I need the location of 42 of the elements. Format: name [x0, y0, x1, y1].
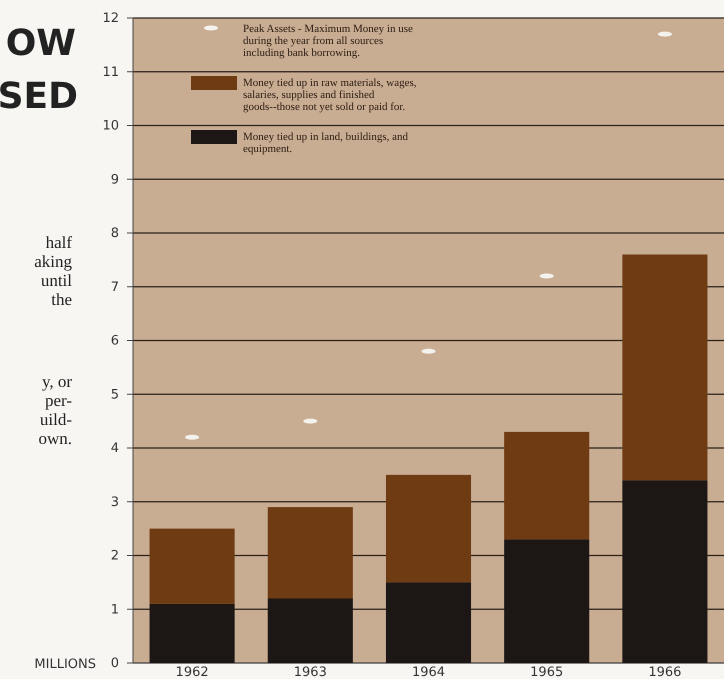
text: OW [6, 23, 76, 64]
text: own. [38, 429, 72, 448]
text: aking [34, 252, 72, 271]
x-tick-label: 1964 [412, 665, 446, 679]
text: y, or [42, 372, 72, 391]
text: uild- [40, 410, 72, 429]
text: half [46, 233, 72, 252]
bar [622, 480, 708, 663]
bar [386, 582, 472, 663]
legend-label: Money tied up in raw materials, wages, salaries, supplies and finished goods--those not yet sold or paid for. [243, 77, 417, 113]
y-tick-label: 7 [110, 280, 119, 295]
text: per- [44, 391, 72, 410]
text: the [51, 290, 72, 309]
legend-label: Money tied up in land, buildings, and equipment. [243, 131, 408, 155]
y-axis-title: MILLIONS [34, 657, 96, 672]
y-tick-label: 6 [110, 334, 119, 349]
bar [150, 604, 235, 663]
y-tick-label: 2 [110, 548, 119, 564]
y-tick-label: 0 [110, 656, 119, 672]
bar [150, 528, 235, 604]
x-tick-label: 1962 [176, 665, 209, 679]
y-tick-label: 9 [110, 172, 119, 188]
x-tick-label: 1963 [294, 665, 327, 679]
text: until [40, 271, 72, 290]
y-tick-label: 5 [110, 387, 119, 402]
x-tick-label: 1965 [530, 665, 564, 679]
bar [504, 539, 590, 663]
text: SED [0, 76, 78, 117]
y-tick-label: 4 [110, 441, 119, 456]
bar [386, 474, 472, 582]
bar [268, 598, 353, 663]
bar [622, 254, 708, 480]
y-tick-label: 3 [110, 494, 119, 510]
x-tick-label: 1966 [648, 665, 682, 679]
y-tick-label: 10 [102, 118, 119, 134]
bar [504, 432, 590, 540]
y-tick-label: 11 [102, 64, 119, 80]
y-tick-label: 12 [102, 11, 119, 26]
y-tick-label: 8 [110, 226, 119, 242]
y-tick-label: 1 [110, 602, 119, 618]
legend-label: Peak Assets - Maximum Money in use during the year from all sources including bank borrowing. [243, 23, 413, 59]
bar [268, 507, 353, 598]
